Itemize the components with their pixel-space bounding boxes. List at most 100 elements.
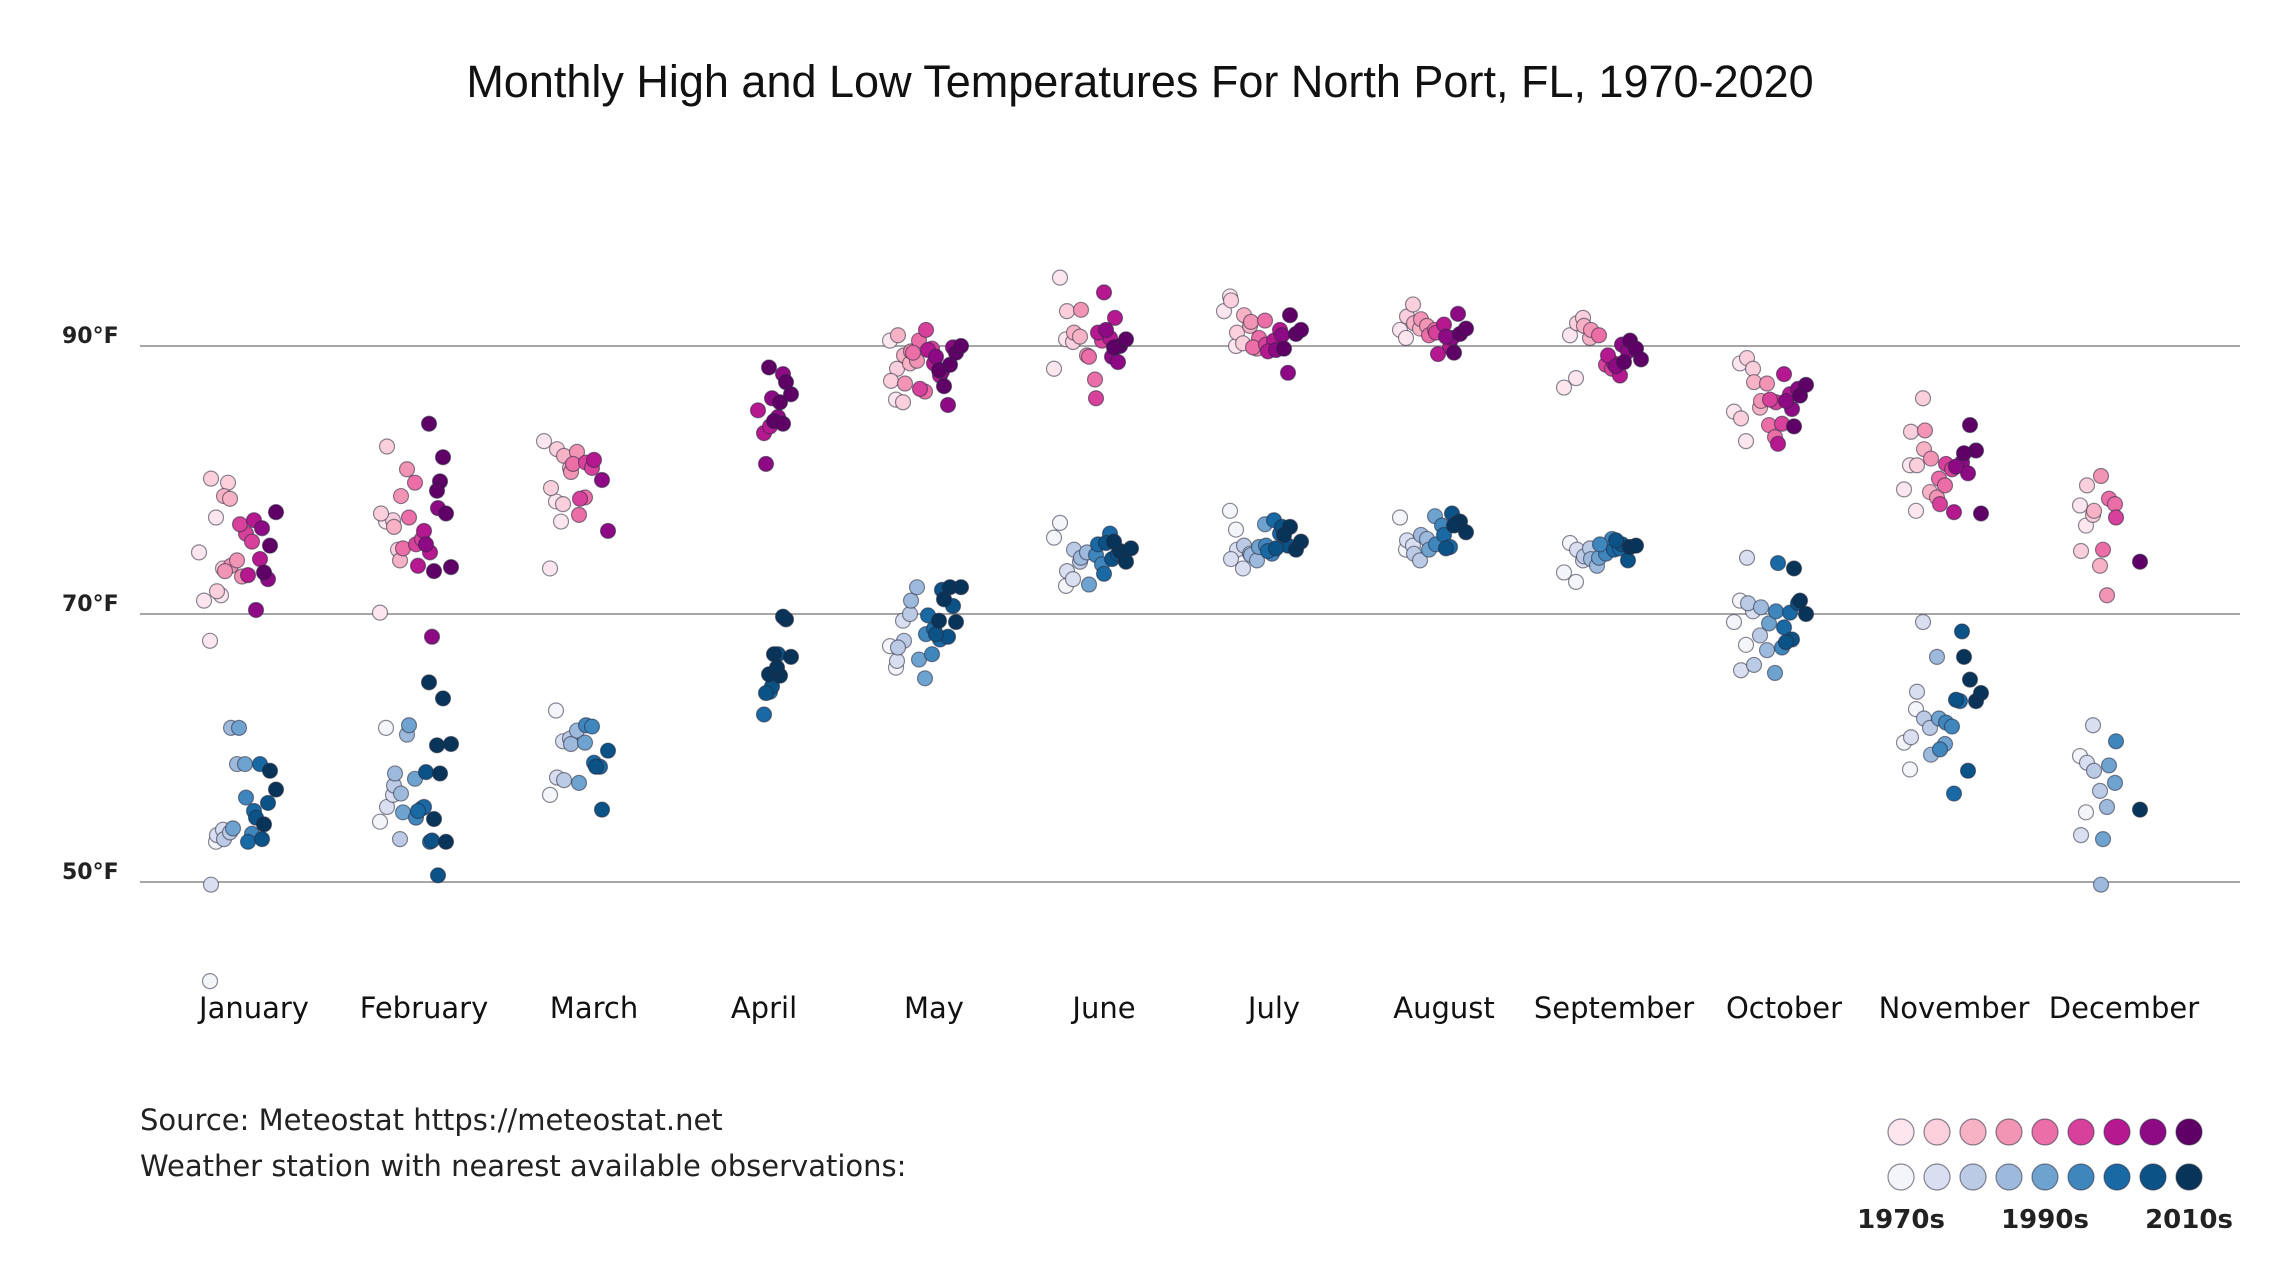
high-temp-point xyxy=(1449,305,1467,322)
high-temp-point xyxy=(261,537,279,554)
high-temp-point xyxy=(1109,353,1127,371)
low-temp-point xyxy=(2091,782,2109,799)
high-temp-point xyxy=(927,348,945,365)
high-temp-point xyxy=(599,522,617,540)
high-temp-point xyxy=(425,563,443,580)
legend-label: 2010s xyxy=(2145,1205,2233,1235)
legend-high-swatch xyxy=(1995,1118,2023,1146)
low-temp-point xyxy=(1411,552,1429,569)
low-temp-point xyxy=(267,781,285,798)
low-temp-point xyxy=(1437,540,1455,557)
high-temp-point xyxy=(757,455,775,473)
high-temp-point xyxy=(930,362,948,379)
low-temp-point xyxy=(2085,762,2103,779)
low-temp-point xyxy=(1122,540,1140,557)
high-temp-point xyxy=(195,592,213,609)
low-temp-point xyxy=(239,833,257,850)
high-temp-point xyxy=(2131,553,2149,570)
high-temp-point xyxy=(1744,360,1762,377)
low-temp-point xyxy=(765,646,783,663)
low-temp-point xyxy=(555,772,573,789)
high-temp-point xyxy=(1275,340,1293,357)
high-temp-point xyxy=(434,449,452,466)
high-temp-point xyxy=(2091,557,2109,574)
low-temp-point xyxy=(2100,757,2118,774)
low-temp-point xyxy=(889,639,907,656)
low-temp-point xyxy=(916,670,934,687)
high-temp-point xyxy=(372,505,390,522)
high-temp-point xyxy=(1785,418,1803,435)
low-temp-point xyxy=(901,605,919,623)
low-temp-point xyxy=(1064,571,1082,588)
legend-low-swatch xyxy=(2139,1163,2167,1191)
high-temp-point xyxy=(371,604,389,621)
low-temp-point xyxy=(562,735,580,753)
low-temp-point xyxy=(1391,509,1409,526)
high-temp-point xyxy=(1242,313,1260,330)
high-temp-point xyxy=(420,415,438,432)
high-temp-point xyxy=(1080,348,1098,365)
legend-high-swatch xyxy=(2139,1118,2167,1146)
high-temp-point xyxy=(207,509,225,526)
high-temp-point xyxy=(1916,422,1934,439)
y-tick-label: 70°F xyxy=(62,592,119,617)
legend-low-swatch xyxy=(2031,1163,2059,1191)
low-temp-point xyxy=(420,674,438,691)
high-temp-point xyxy=(2078,477,2096,494)
low-temp-point xyxy=(1292,533,1310,550)
high-temp-point xyxy=(1769,435,1787,452)
low-temp-point xyxy=(935,591,953,608)
high-temp-point xyxy=(782,386,800,403)
high-temp-point xyxy=(417,536,435,553)
low-temp-point xyxy=(386,765,404,782)
high-temp-point xyxy=(2098,587,2116,604)
low-temp-point xyxy=(1953,623,1971,640)
legend-low-swatch xyxy=(1923,1163,1951,1191)
high-temp-point xyxy=(1936,477,1954,494)
low-temp-point xyxy=(259,794,277,812)
low-temp-point xyxy=(927,625,945,643)
low-temp-point xyxy=(1785,560,1803,577)
data-points xyxy=(190,269,2149,990)
high-temp-point xyxy=(255,564,273,581)
low-temp-point xyxy=(587,758,605,775)
x-axis-ticks: January February March April May June July Augu… xyxy=(197,991,2199,1025)
legend-high-swatch xyxy=(1887,1118,1915,1146)
low-temp-point xyxy=(952,579,970,596)
high-temp-point xyxy=(1561,327,1579,344)
low-temp-point xyxy=(2072,826,2090,844)
high-temp-point xyxy=(1058,303,1076,320)
high-temp-point xyxy=(1797,376,1815,393)
high-temp-point xyxy=(904,344,922,361)
low-temp-point xyxy=(1751,627,1769,644)
low-temp-point xyxy=(1945,785,1963,802)
high-temp-point xyxy=(1972,505,1990,522)
high-temp-point xyxy=(1445,344,1463,361)
low-temp-point xyxy=(391,831,409,848)
low-temp-point xyxy=(599,742,617,759)
low-temp-point xyxy=(1445,517,1463,534)
high-temp-point xyxy=(1931,496,1949,513)
high-temp-point xyxy=(221,490,239,507)
high-temp-point xyxy=(1907,502,1925,519)
high-temp-point xyxy=(423,628,441,645)
x-tick-label: September xyxy=(1534,991,1694,1025)
low-temp-point xyxy=(1928,648,1946,665)
high-temp-point xyxy=(882,372,900,389)
x-tick-label: July xyxy=(1246,991,1300,1025)
high-temp-point xyxy=(2094,541,2112,558)
high-temp-point xyxy=(1632,351,1650,368)
low-temp-point xyxy=(1725,613,1743,631)
low-temp-point xyxy=(1080,576,1098,593)
high-temp-point xyxy=(1945,504,1963,521)
chart-title: Monthly High and Low Temperatures For No… xyxy=(466,56,1813,107)
low-temp-point xyxy=(423,832,441,849)
high-temp-point xyxy=(398,461,416,478)
high-temp-point xyxy=(1914,390,1932,407)
high-temp-point xyxy=(939,396,957,414)
high-temp-point xyxy=(1590,327,1608,344)
high-temp-point xyxy=(1256,312,1274,329)
high-temp-point xyxy=(400,509,418,526)
high-temp-point xyxy=(1072,301,1090,318)
low-temp-point xyxy=(1105,533,1123,550)
